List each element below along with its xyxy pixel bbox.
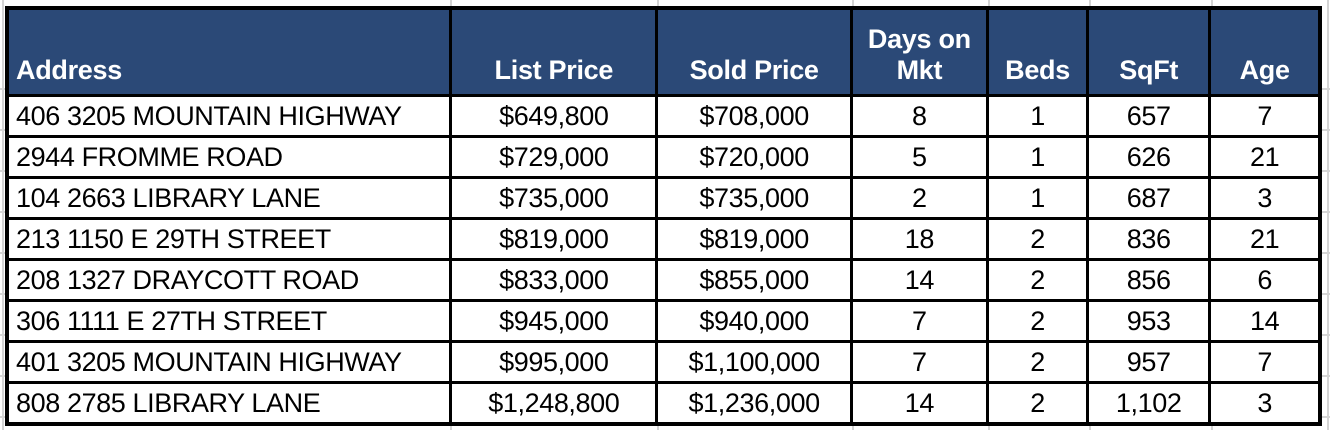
table-cell[interactable]: 8 bbox=[849, 94, 989, 138]
table-cell[interactable]: $649,800 bbox=[449, 94, 659, 138]
table-cell[interactable]: $729,000 bbox=[449, 135, 659, 179]
table-header: Address List Price Sold Price Days on Mk… bbox=[5, 6, 1322, 97]
table-cell[interactable]: 1,102 bbox=[1086, 381, 1212, 426]
table-row: 2944 FROMME ROAD $729,000 $720,000 5 1 626 21 bbox=[5, 135, 1322, 179]
gridline bbox=[2, 0, 4, 430]
table-row: 808 2785 LIBRARY LANE $1,248,800 $1,236,00… bbox=[5, 381, 1322, 426]
column-header-address[interactable]: Address bbox=[5, 6, 453, 97]
table-row: 406 3205 MOUNTAIN HIGHWAY $649,800 $708,00… bbox=[5, 94, 1322, 138]
table-cell[interactable]: 953 bbox=[1086, 299, 1212, 343]
table-cell[interactable]: $855,000 bbox=[655, 258, 853, 302]
table-cell[interactable]: $940,000 bbox=[655, 299, 853, 343]
table-cell[interactable]: $995,000 bbox=[449, 340, 659, 384]
table-cell[interactable]: $1,248,800 bbox=[449, 381, 659, 426]
column-header-sold-price[interactable]: Sold Price bbox=[655, 6, 853, 97]
table-row: 401 3205 MOUNTAIN HIGHWAY $995,000 $1,100,… bbox=[5, 340, 1322, 384]
table-cell[interactable]: 2 bbox=[849, 176, 989, 220]
table-cell[interactable]: 7 bbox=[1208, 94, 1322, 138]
table-cell[interactable]: $945,000 bbox=[449, 299, 659, 343]
table-cell[interactable]: 957 bbox=[1086, 340, 1212, 384]
table-cell[interactable]: 2 bbox=[985, 340, 1090, 384]
gridline bbox=[1327, 0, 1329, 430]
table-cell[interactable]: $819,000 bbox=[655, 217, 853, 261]
table-row: 208 1327 DRAYCOTT ROAD $833,000 $855,000 14… bbox=[5, 258, 1322, 302]
table-cell[interactable]: 104 2663 LIBRARY LANE bbox=[5, 176, 453, 220]
table-cell[interactable]: 7 bbox=[849, 340, 989, 384]
column-header-beds[interactable]: Beds bbox=[985, 6, 1090, 97]
table-cell[interactable]: 2 bbox=[985, 217, 1090, 261]
table-cell[interactable]: 7 bbox=[1208, 340, 1322, 384]
table-cell[interactable]: 21 bbox=[1208, 217, 1322, 261]
table-cell[interactable]: 3 bbox=[1208, 176, 1322, 220]
table-cell[interactable]: $735,000 bbox=[449, 176, 659, 220]
table-cell[interactable]: 2 bbox=[985, 381, 1090, 426]
table-cell[interactable]: $1,236,000 bbox=[655, 381, 853, 426]
table-cell[interactable]: $819,000 bbox=[449, 217, 659, 261]
table-cell[interactable]: $735,000 bbox=[655, 176, 853, 220]
table-cell[interactable]: 406 3205 MOUNTAIN HIGHWAY bbox=[5, 94, 453, 138]
table-cell[interactable]: 1 bbox=[985, 176, 1090, 220]
table-cell[interactable]: 14 bbox=[1208, 299, 1322, 343]
column-header-sqft[interactable]: SqFt bbox=[1086, 6, 1212, 97]
table-body: 406 3205 MOUNTAIN HIGHWAY $649,800 $708,00… bbox=[5, 94, 1322, 426]
table-cell[interactable]: 208 1327 DRAYCOTT ROAD bbox=[5, 258, 453, 302]
table-cell[interactable]: 18 bbox=[849, 217, 989, 261]
table-cell[interactable]: 657 bbox=[1086, 94, 1212, 138]
table-cell[interactable]: 626 bbox=[1086, 135, 1212, 179]
table-cell[interactable]: $708,000 bbox=[655, 94, 853, 138]
table-row: 104 2663 LIBRARY LANE $735,000 $735,000 2 1 6… bbox=[5, 176, 1322, 220]
table-cell[interactable]: 2 bbox=[985, 258, 1090, 302]
table-cell[interactable]: 21 bbox=[1208, 135, 1322, 179]
table-cell[interactable]: 7 bbox=[849, 299, 989, 343]
table-cell[interactable]: 213 1150 E 29TH STREET bbox=[5, 217, 453, 261]
table-cell[interactable]: $833,000 bbox=[449, 258, 659, 302]
listings-table: Address List Price Sold Price Days on Mk… bbox=[5, 6, 1322, 426]
table-cell[interactable]: 2 bbox=[985, 299, 1090, 343]
table-cell[interactable]: 3 bbox=[1208, 381, 1322, 426]
table-cell[interactable]: 687 bbox=[1086, 176, 1212, 220]
table-cell[interactable]: 14 bbox=[849, 381, 989, 426]
header-row: Address List Price Sold Price Days on Mk… bbox=[5, 6, 1322, 97]
table-cell[interactable]: 836 bbox=[1086, 217, 1212, 261]
table-cell[interactable]: 2944 FROMME ROAD bbox=[5, 135, 453, 179]
table-cell[interactable]: 401 3205 MOUNTAIN HIGHWAY bbox=[5, 340, 453, 384]
table-cell[interactable]: 14 bbox=[849, 258, 989, 302]
table-cell[interactable]: 306 1111 E 27TH STREET bbox=[5, 299, 453, 343]
column-header-days-on-mkt[interactable]: Days on Mkt bbox=[849, 6, 989, 97]
table-row: 306 1111 E 27TH STREET $945,000 $940,000 7 2… bbox=[5, 299, 1322, 343]
table-cell[interactable]: 1 bbox=[985, 94, 1090, 138]
column-header-list-price[interactable]: List Price bbox=[449, 6, 659, 97]
table-row: 213 1150 E 29TH STREET $819,000 $819,000 18… bbox=[5, 217, 1322, 261]
table-cell[interactable]: 1 bbox=[985, 135, 1090, 179]
table-cell[interactable]: $1,100,000 bbox=[655, 340, 853, 384]
table-cell[interactable]: 5 bbox=[849, 135, 989, 179]
table-cell[interactable]: 856 bbox=[1086, 258, 1212, 302]
table-cell[interactable]: 6 bbox=[1208, 258, 1322, 302]
table-cell[interactable]: 808 2785 LIBRARY LANE bbox=[5, 381, 453, 426]
table-cell[interactable]: $720,000 bbox=[655, 135, 853, 179]
column-header-age[interactable]: Age bbox=[1208, 6, 1322, 97]
